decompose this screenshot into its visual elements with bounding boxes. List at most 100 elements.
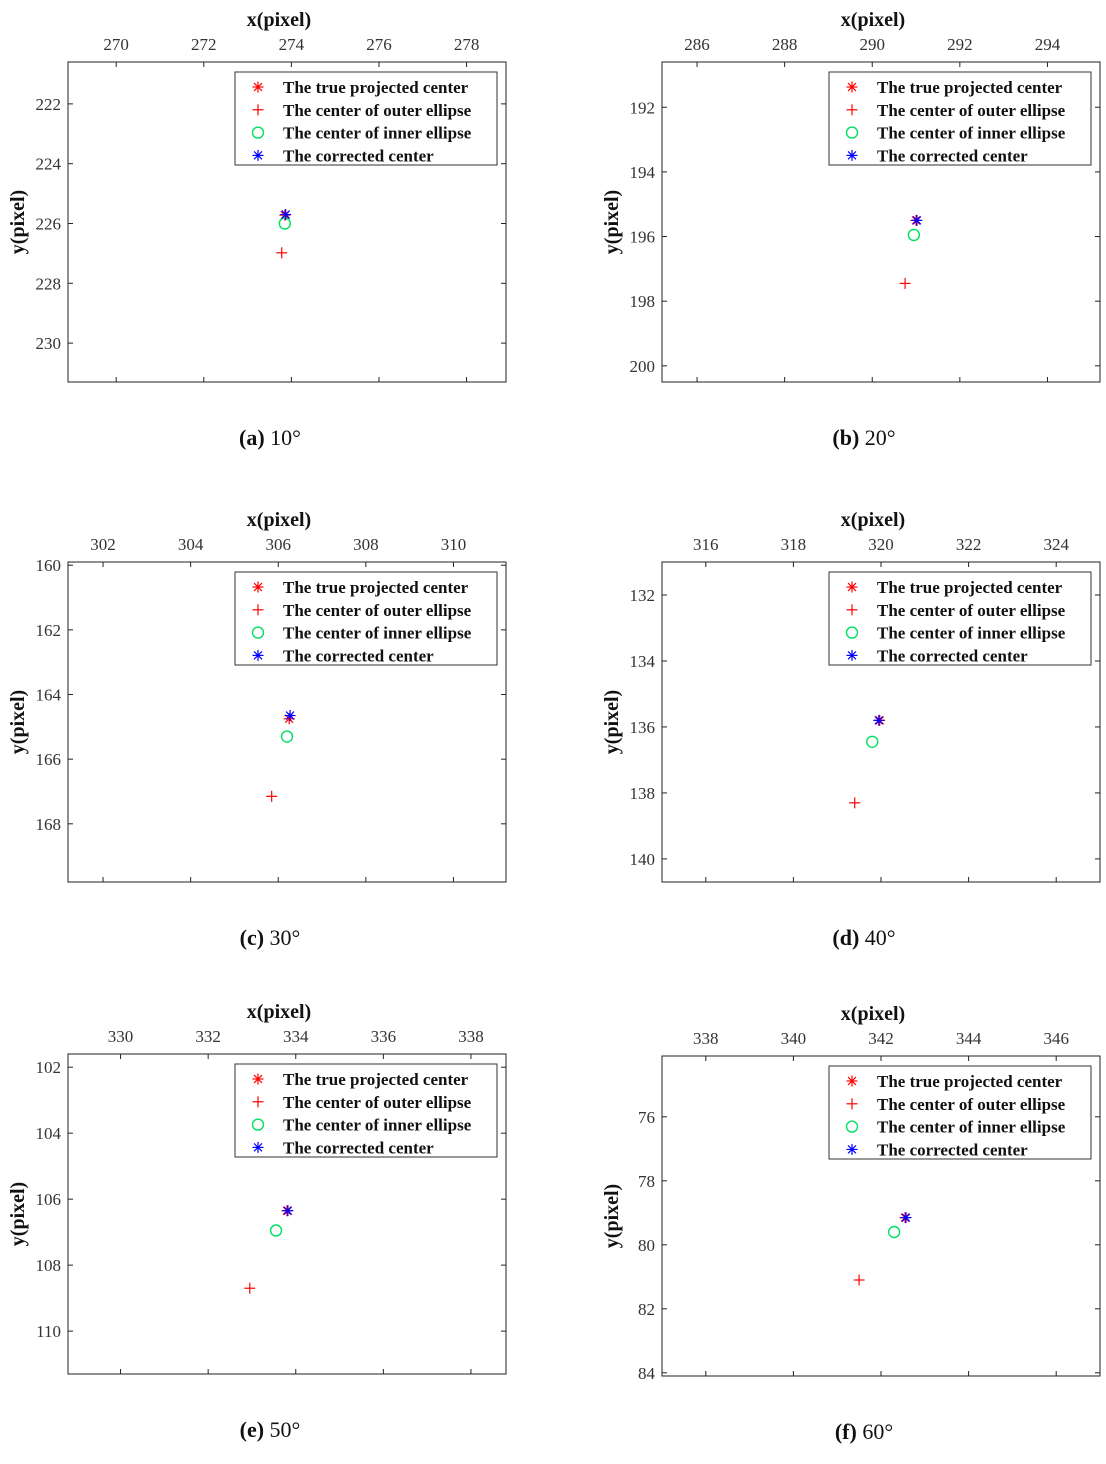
y-tick-label: 192 [630, 98, 656, 117]
y-tick-label: 222 [36, 95, 62, 114]
data-point-series-1 [899, 277, 911, 289]
data-points [276, 209, 292, 259]
legend-entry-2: The center of inner ellipse [877, 124, 1066, 143]
y-tick-label: 200 [630, 357, 656, 376]
x-tick-label: 322 [956, 535, 982, 554]
data-points [244, 1205, 294, 1294]
data-point-series-1 [853, 1274, 865, 1286]
legend-entry-2: The center of inner ellipse [283, 624, 472, 643]
data-points [849, 714, 886, 809]
legend-entry-1: The center of outer ellipse [877, 601, 1066, 620]
legend-marker-0 [846, 81, 858, 93]
legend-entry-3: The corrected center [283, 646, 434, 665]
data-point-series-2 [269, 1224, 283, 1237]
x-tick-label: 292 [947, 35, 973, 54]
legend-marker-2 [251, 126, 265, 139]
x-tick-label: 306 [265, 535, 291, 554]
chart-b: x(pixel) y(pixel) 286 288 290 292 294 192 194 196… [601, 9, 1101, 383]
y-tick-label: 228 [36, 274, 62, 293]
caption-a-label: (a) [239, 425, 265, 450]
x-axis-label: x(pixel) [247, 9, 311, 31]
data-point-series-3 [282, 1205, 294, 1217]
y-axis-label: y(pixel) [601, 690, 623, 754]
x-tick-label: 324 [1043, 535, 1069, 554]
x-axis-label: x(pixel) [841, 1003, 905, 1025]
caption-c-label: (c) [239, 925, 265, 950]
legend-entry-3: The corrected center [283, 1138, 434, 1157]
x-tick-label: 274 [279, 35, 305, 54]
legend-marker-0 [252, 581, 264, 593]
x-tick-label: 338 [458, 1027, 484, 1046]
legend-entry-2: The center of inner ellipse [283, 1116, 472, 1135]
legend: The true projected center The center of o… [234, 571, 498, 666]
y-tick-label: 82 [638, 1300, 655, 1319]
x-tick-label: 272 [191, 35, 217, 54]
legend-entry-2: The center of inner ellipse [877, 624, 1066, 643]
legend-marker-0 [252, 81, 264, 93]
legend-entry-1: The center of outer ellipse [877, 101, 1066, 120]
x-tick-label: 332 [195, 1027, 221, 1046]
y-tick-label: 136 [630, 718, 656, 737]
legend-box [234, 571, 498, 666]
x-tick-label: 294 [1035, 35, 1061, 54]
x-tick-label: 316 [693, 535, 719, 554]
x-tick-label: 340 [781, 1029, 807, 1048]
x-axis-label: x(pixel) [247, 509, 311, 531]
data-point-series-3 [900, 1212, 912, 1224]
x-tick-label: 338 [693, 1029, 719, 1048]
y-tick-label: 168 [36, 815, 62, 834]
data-point-series-3 [284, 710, 296, 722]
x-tick-label: 330 [108, 1027, 134, 1046]
legend-marker-1 [252, 1096, 264, 1108]
x-tick-label: 288 [772, 35, 798, 54]
y-tick-label: 134 [630, 652, 656, 671]
caption-b: (b) 20° [594, 425, 1106, 451]
data-points [899, 214, 923, 289]
x-tick-label: 346 [1043, 1029, 1069, 1048]
legend-entry-0: The true projected center [283, 578, 469, 597]
legend-entry-3: The corrected center [283, 146, 434, 165]
data-point-series-2 [280, 730, 294, 743]
caption-f: (f) 60° [594, 1419, 1106, 1445]
legend-box [828, 71, 1092, 166]
y-tick-label: 196 [630, 228, 656, 247]
x-tick-label: 344 [956, 1029, 982, 1048]
caption-a-angle: 10° [270, 425, 301, 450]
panel-e: x(pixel) y(pixel) 330 332 334 336 338 102 104 106… [0, 992, 540, 1462]
caption-a: (a) 10° [0, 425, 540, 451]
x-axis-label: x(pixel) [841, 509, 905, 531]
legend-entry-1: The center of outer ellipse [877, 1095, 1066, 1114]
legend-box [828, 571, 1092, 666]
legend-marker-3 [252, 1141, 264, 1153]
y-tick-label: 226 [36, 214, 62, 233]
caption-c-angle: 30° [269, 925, 301, 950]
x-tick-label: 278 [454, 35, 480, 54]
data-point-series-1 [244, 1282, 256, 1294]
chart-a: x(pixel) y(pixel) 270 272 274 276 278 222 224 226… [7, 9, 507, 383]
legend: The true projected center The center of o… [828, 1065, 1092, 1160]
legend-entry-2: The center of inner ellipse [877, 1118, 1066, 1137]
legend-entry-0: The true projected center [877, 1072, 1063, 1091]
x-tick-label: 304 [178, 535, 204, 554]
y-tick-label: 166 [36, 750, 62, 769]
legend-marker-0 [846, 1075, 858, 1087]
legend-marker-1 [846, 104, 858, 116]
x-axis-label: x(pixel) [841, 9, 905, 31]
legend-entry-0: The true projected center [877, 578, 1063, 597]
legend-marker-1 [846, 604, 858, 616]
legend-entry-3: The corrected center [877, 146, 1028, 165]
chart-e: x(pixel) y(pixel) 330 332 334 336 338 102 104 106… [7, 1001, 507, 1375]
caption-b-label: (b) [832, 425, 860, 450]
caption-c: (c) 30° [0, 925, 540, 951]
legend-marker-0 [252, 1073, 264, 1085]
caption-f-label: (f) [834, 1419, 857, 1444]
legend-entry-0: The true projected center [877, 78, 1063, 97]
y-tick-label: 162 [36, 621, 62, 640]
legend-marker-1 [252, 604, 264, 616]
legend: The true projected center The center of o… [828, 571, 1092, 666]
data-point-series-2 [866, 735, 879, 748]
caption-b-angle: 20° [864, 425, 896, 450]
caption-d-angle: 40° [864, 925, 896, 950]
legend-marker-2 [845, 1120, 859, 1133]
